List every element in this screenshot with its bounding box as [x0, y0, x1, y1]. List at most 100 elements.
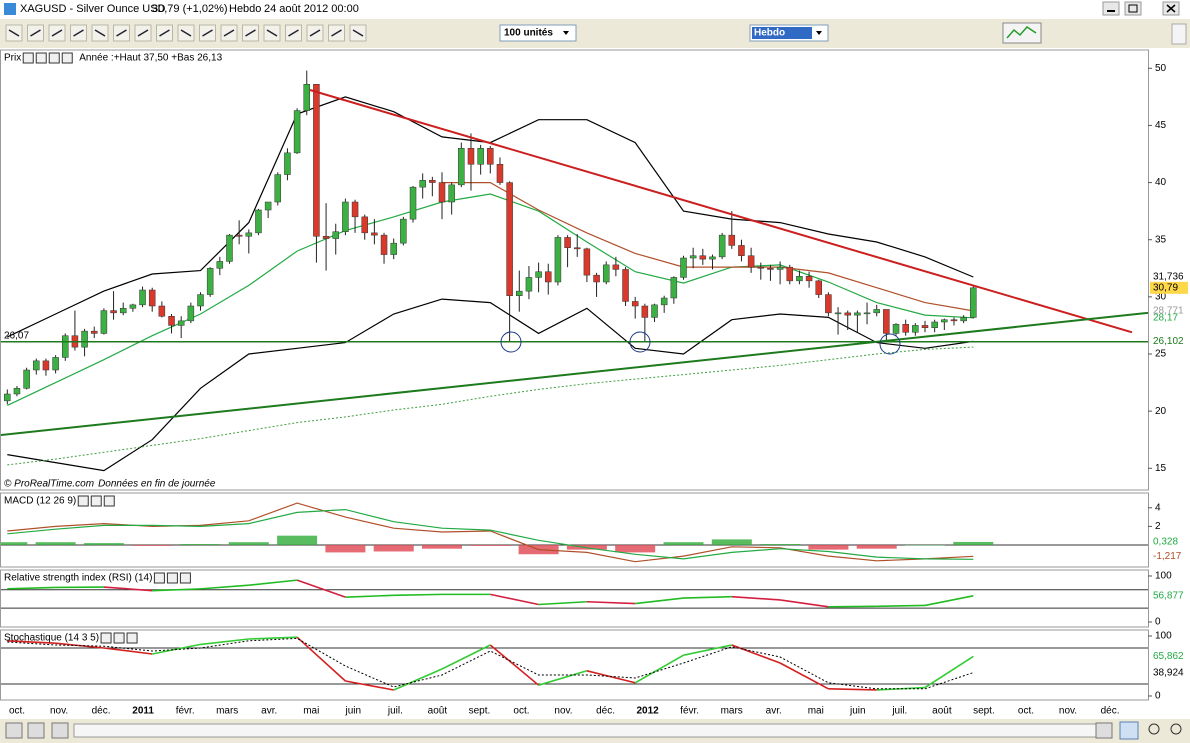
candle-body: [429, 180, 436, 183]
panel-icon[interactable]: [61, 52, 73, 64]
panel-icon[interactable]: [166, 572, 178, 584]
candle-body: [62, 335, 69, 358]
candle-body: [902, 324, 909, 333]
panel-icon[interactable]: [179, 572, 191, 584]
candle-body: [342, 201, 349, 232]
indicator-segment: [393, 668, 443, 691]
panel-icon[interactable]: [22, 52, 34, 64]
tool-icon: [8, 29, 20, 37]
y-tick-label: 4: [1155, 502, 1161, 513]
panel-icon[interactable]: [100, 632, 112, 644]
x-tick-label: oct.: [513, 706, 529, 717]
level-label: 26,07: [4, 330, 29, 341]
candle-body: [767, 268, 774, 270]
histogram-bar: [35, 542, 76, 545]
panel-icon[interactable]: [48, 52, 60, 64]
candle-body: [332, 231, 339, 239]
axis-value-label: 65,862: [1153, 651, 1184, 662]
candle-body: [573, 247, 581, 250]
candle-body: [100, 310, 108, 334]
panel-annotation: Année :+Haut 37,50 +Bas 26,13: [79, 53, 222, 64]
print-button[interactable]: [27, 722, 45, 739]
tool-icon: [73, 29, 84, 37]
x-tick-label: mars: [216, 706, 238, 717]
candle-body: [409, 186, 417, 220]
panel-icon[interactable]: [90, 495, 102, 507]
histogram-bar: [325, 544, 366, 553]
candle-body: [651, 304, 658, 318]
indicator-segment: [200, 638, 249, 646]
x-tick-label: mai: [808, 706, 824, 717]
scrollbar[interactable]: [73, 723, 1097, 738]
zoom-button[interactable]: [1119, 721, 1139, 740]
scroll-end-button[interactable]: [1095, 722, 1113, 739]
indicator-segment: [296, 636, 346, 682]
candle-body: [313, 84, 320, 237]
histogram-bar: [83, 543, 124, 545]
indicator-segment: [876, 604, 926, 608]
indicator-line: [7, 508, 974, 560]
candle-body: [854, 312, 861, 316]
x-tick-label: nov.: [50, 706, 68, 717]
panel-icon[interactable]: [126, 632, 138, 644]
indicator-segment: [345, 594, 394, 598]
marker-background: [1150, 281, 1188, 294]
candle-body: [622, 269, 629, 302]
panel-frame: [0, 569, 1149, 628]
indicator-line: [7, 298, 974, 472]
candle-body: [4, 393, 11, 402]
candle-body: [303, 84, 311, 111]
candle-body: [235, 234, 243, 237]
title-bar: [0, 0, 1190, 19]
panel-icon[interactable]: [35, 52, 47, 64]
nav-button[interactable]: [51, 722, 69, 739]
y-tick-label: 45: [1155, 120, 1167, 131]
candle-body: [535, 271, 542, 278]
units-dropdown[interactable]: [499, 24, 577, 42]
candle-body: [168, 316, 175, 326]
indicator-segment: [393, 593, 443, 597]
candle-body: [506, 182, 513, 296]
panel-title: Stochastique (14 3 5): [4, 633, 99, 644]
candle-body: [380, 234, 388, 255]
zoom-out-icon[interactable]: [1148, 723, 1160, 735]
footer-note: Données en fin de journée: [98, 479, 216, 490]
maximize-button[interactable]: [1124, 1, 1142, 16]
indicator-segment: [7, 586, 56, 590]
candle-body: [255, 209, 262, 234]
zoom-in-icon[interactable]: [1170, 723, 1182, 735]
panel-icon[interactable]: [113, 632, 125, 644]
candle-body: [689, 255, 697, 259]
indicator-segment: [200, 584, 249, 590]
panel-icon[interactable]: [103, 495, 115, 507]
y-tick-label: 0: [1155, 617, 1161, 628]
candle-body: [129, 304, 137, 309]
x-tick-label: avr.: [261, 706, 277, 717]
candle-body: [545, 271, 552, 283]
candle-body: [564, 237, 571, 248]
panel-frame: [0, 49, 1149, 491]
minimize-button[interactable]: [1102, 1, 1120, 16]
indicator-segment: [924, 595, 974, 607]
x-tick-label: févr.: [680, 706, 699, 717]
tool-icon: [159, 29, 170, 37]
print-button[interactable]: [5, 722, 23, 739]
indicator-segment: [779, 662, 829, 690]
window-date: 24 août 2012 00:00: [264, 3, 359, 15]
panel-icon[interactable]: [77, 495, 89, 507]
side-button[interactable]: [1171, 23, 1187, 45]
indicator-segment: [489, 644, 540, 686]
candle-body: [921, 325, 929, 328]
x-tick-label: déc.: [92, 706, 111, 717]
panel-icon[interactable]: [153, 572, 165, 584]
candle-body: [90, 330, 98, 334]
candle-body: [776, 266, 784, 270]
candle-body: [351, 201, 359, 218]
candle-body: [873, 309, 880, 314]
axis-value-label: 38,924: [1153, 667, 1184, 678]
candle-body: [593, 274, 600, 283]
low-circle: [629, 331, 651, 353]
candle-body: [81, 330, 88, 348]
indicator-segment: [924, 655, 974, 689]
